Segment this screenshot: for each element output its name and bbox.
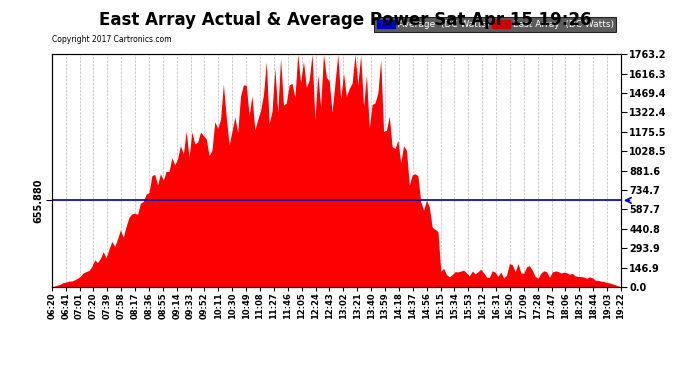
Legend: Average  (DC Watts), East Array  (DC Watts): Average (DC Watts), East Array (DC Watts… — [374, 17, 616, 32]
Text: East Array Actual & Average Power Sat Apr 15 19:26: East Array Actual & Average Power Sat Ap… — [99, 11, 591, 29]
Text: Copyright 2017 Cartronics.com: Copyright 2017 Cartronics.com — [52, 35, 171, 44]
